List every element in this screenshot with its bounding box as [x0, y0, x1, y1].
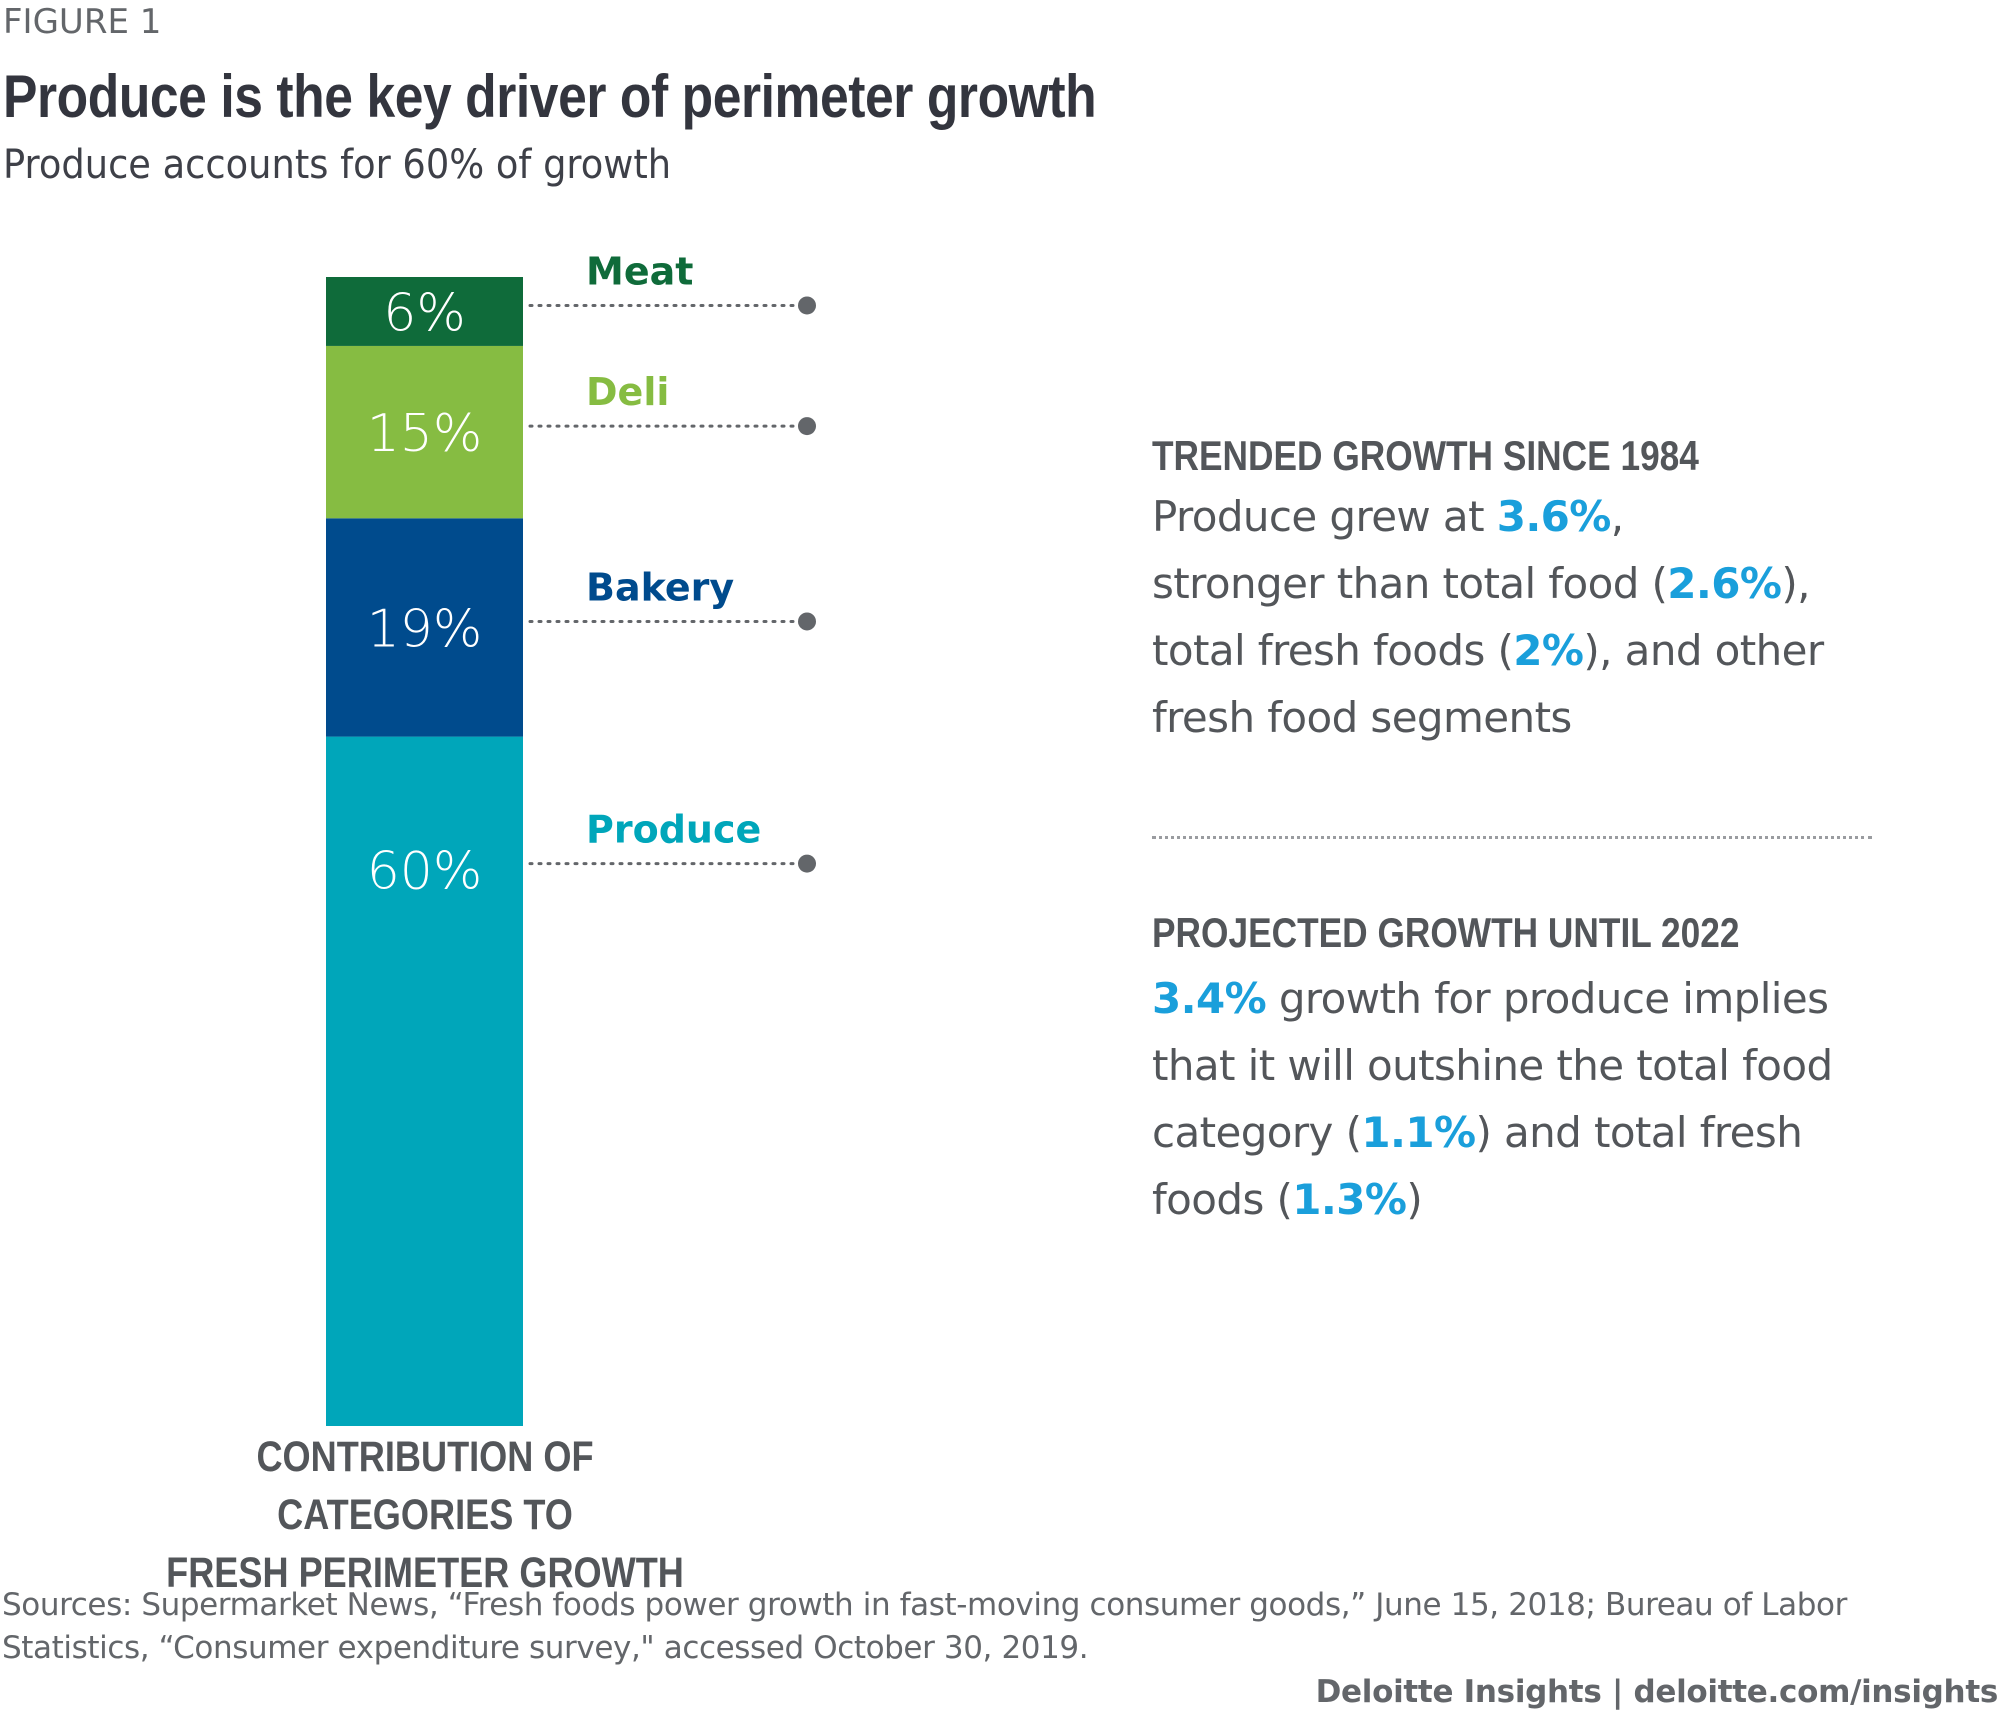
body-text: ): [1406, 1175, 1423, 1224]
trended-body-line: stronger than total food (2.6%),: [1152, 550, 1912, 617]
body-text: ), and other: [1583, 626, 1824, 675]
bar-segment-produce: [326, 736, 523, 1426]
panel-divider: [1152, 836, 1872, 839]
projected-body-line: that it will outshine the total food: [1152, 1032, 1912, 1099]
bar-segment-deli: [326, 345, 523, 519]
body-text: category (: [1152, 1108, 1362, 1157]
category-label-bakery: Bakery: [586, 565, 734, 609]
trended-growth-heading: TRENDED GROWTH SINCE 1984: [1152, 432, 1699, 479]
body-text: fresh food segments: [1152, 693, 1572, 742]
leader-dot-bakery: [798, 612, 816, 631]
highlight-value: 1.3%: [1292, 1175, 1407, 1224]
projected-body-line: category (1.1%) and total fresh: [1152, 1099, 1912, 1166]
body-text: ,: [1610, 492, 1624, 541]
category-label-deli: Deli: [586, 370, 669, 414]
highlight-value: 2.6%: [1667, 559, 1782, 608]
body-text: Produce grew at: [1152, 492, 1497, 541]
trended-growth-panel: TRENDED GROWTH SINCE 1984 Produce grew a…: [1152, 432, 1912, 751]
highlight-value: 3.6%: [1496, 492, 1612, 541]
sources-line-2: Statistics, “Consumer expenditure survey…: [2, 1630, 1089, 1666]
bar-segment-meat: [326, 277, 523, 346]
body-text: foods (: [1152, 1175, 1293, 1224]
deloitte-insights-credit: Deloitte Insights | deloitte.com/insight…: [1315, 1674, 1999, 1710]
projected-growth-body: 3.4% growth for produce implies that it w…: [1152, 965, 1912, 1233]
projected-growth-heading: PROJECTED GROWTH UNTIL 2022: [1152, 909, 1740, 956]
axis-caption-line-2: FRESH PERIMETER GROWTH: [166, 1549, 684, 1597]
projected-growth-panel: PROJECTED GROWTH UNTIL 2022 3.4% growth …: [1152, 909, 1912, 1233]
axis-caption-line-1: CONTRIBUTION OF CATEGORIES TO: [256, 1433, 594, 1539]
figure-label: FIGURE 1: [3, 2, 162, 42]
leader-dot-meat: [798, 296, 816, 315]
category-label-meat: Meat: [586, 249, 693, 293]
body-text: stronger than total food (: [1152, 559, 1668, 608]
highlight-value: 2%: [1513, 626, 1584, 675]
trended-body-line: total fresh foods (2%), and other: [1152, 617, 1912, 684]
trended-growth-body: Produce grew at 3.6%, stronger than total…: [1152, 483, 1912, 751]
leader-dot-deli: [798, 417, 816, 436]
body-text: that it will outshine the total food: [1152, 1041, 1833, 1090]
chart-title: Produce is the key driver of perimeter g…: [3, 63, 1097, 130]
axis-caption: CONTRIBUTION OF CATEGORIES TO FRESH PERI…: [152, 1428, 698, 1602]
category-label-produce: Produce: [586, 808, 761, 852]
trended-body-line: Produce grew at 3.6%,: [1152, 483, 1912, 550]
segment-value-meat: 6%: [383, 283, 466, 343]
body-text: total fresh foods (: [1152, 626, 1514, 675]
bar-segment-bakery: [326, 518, 523, 737]
projected-body-line: 3.4% growth for produce implies: [1152, 965, 1912, 1032]
body-text: growth for produce implies: [1266, 974, 1829, 1023]
sources-line-1: Sources: Supermarket News, “Fresh foods …: [2, 1587, 1847, 1623]
highlight-value: 3.4%: [1152, 974, 1267, 1023]
segment-value-produce: 60%: [367, 842, 483, 902]
sources-note: Sources: Supermarket News, “Fresh foods …: [2, 1584, 1847, 1670]
body-text: ) and total fresh: [1475, 1108, 1803, 1157]
segment-value-bakery: 19%: [367, 599, 483, 659]
projected-body-line: foods (1.3%): [1152, 1166, 1912, 1233]
body-text: ),: [1781, 559, 1810, 608]
leader-dot-produce: [798, 854, 816, 873]
trended-body-line: fresh food segments: [1152, 684, 1912, 751]
segment-value-deli: 15%: [367, 404, 483, 464]
chart-subtitle: Produce accounts for 60% of growth: [3, 142, 672, 188]
highlight-value: 1.1%: [1361, 1108, 1476, 1157]
